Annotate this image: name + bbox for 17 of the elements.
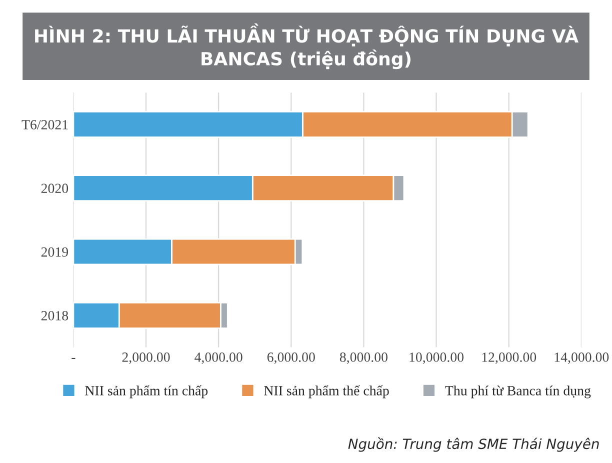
x-tick-label: 14,000.00	[554, 352, 609, 364]
legend-label: Thu phí từ Banca tín dụng	[445, 386, 591, 398]
y-tick-label: 2018	[41, 311, 68, 320]
text: Nguồn: Trung tâm SME Thái Nguyên	[348, 437, 599, 452]
y-tick-label: T6/2021	[22, 120, 68, 130]
legend-label: NII sản phẩm tín chấp	[85, 385, 208, 398]
y-tick-label: 2020	[41, 184, 68, 194]
y-tick-label: 2019	[41, 247, 68, 257]
x-tick-label: 8,000.00	[340, 352, 388, 364]
x-tick-label: 10,000.00	[410, 352, 464, 364]
x-tick-label: 4,000.00	[194, 352, 242, 364]
x-tick-label: -	[72, 358, 76, 359]
chart-title: HÌNH 2: THU LÃI THUẦN TỪ HOẠT ĐỘNG TÍN DỤNG VÀ BANCAS (triệu đồng)	[35, 23, 578, 70]
x-tick-label: 12,000.00	[482, 352, 536, 364]
x-tick-label: 2,000.00	[122, 352, 170, 364]
legend-label: NII sản phẩm thế chấp	[264, 385, 389, 398]
x-tick-label: 6,000.00	[267, 352, 315, 364]
